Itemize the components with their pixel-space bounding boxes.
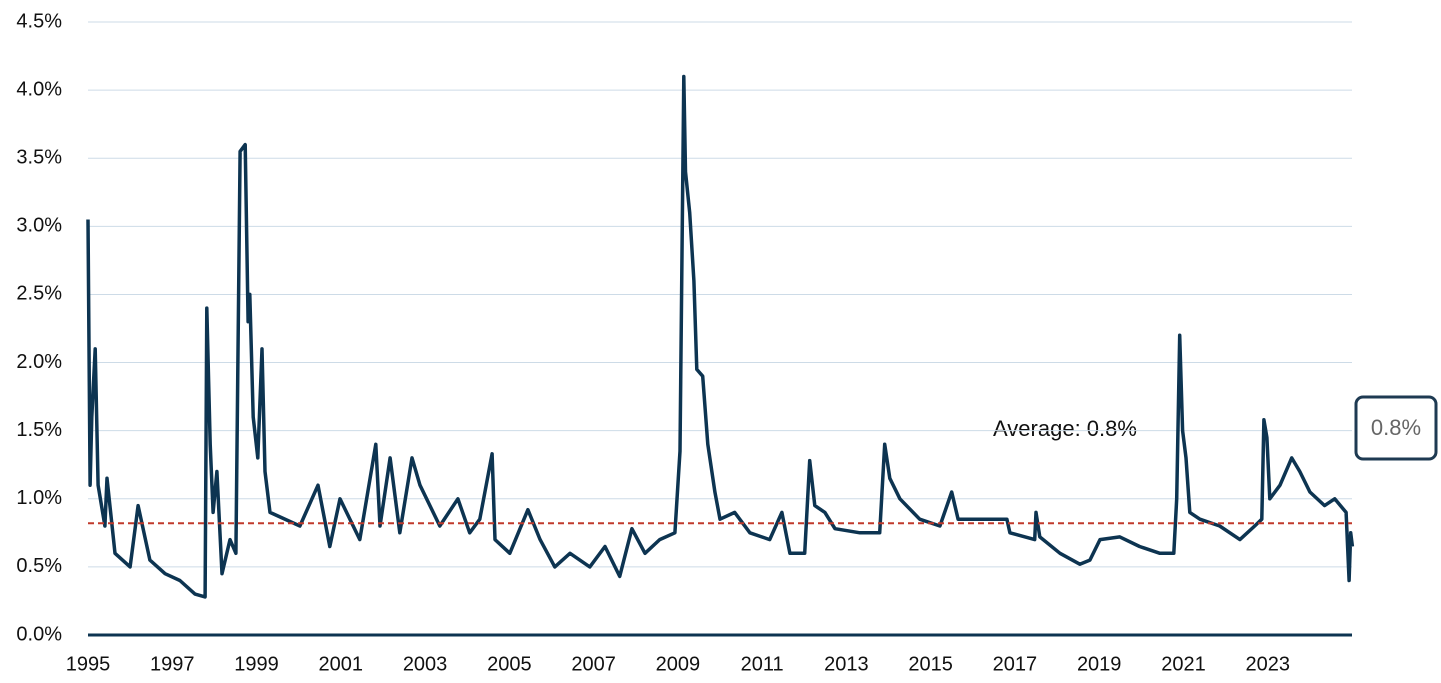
x-tick-label: 2013 xyxy=(824,653,869,675)
x-tick-label: 1999 xyxy=(234,653,279,675)
x-tick-label: 2019 xyxy=(1077,653,1122,675)
x-tick-label: 1997 xyxy=(150,653,195,675)
y-tick-label: 1.5% xyxy=(16,419,62,441)
end-label: 0.8% xyxy=(1371,415,1421,440)
y-tick-label: 4.0% xyxy=(16,78,62,100)
x-tick-label: 2021 xyxy=(1161,653,1206,675)
y-tick-label: 2.5% xyxy=(16,283,62,305)
x-tick-label: 2007 xyxy=(571,653,616,675)
x-tick-label: 1995 xyxy=(66,653,111,675)
y-tick-label: 3.0% xyxy=(16,215,62,237)
average-annotation: Average: 0.8% xyxy=(993,416,1137,441)
y-tick-label: 1.0% xyxy=(16,487,62,509)
x-tick-label: 2003 xyxy=(403,653,448,675)
end-label-box xyxy=(1354,395,1438,461)
x-tick-label: 2023 xyxy=(1245,653,1290,675)
x-tick-label: 2015 xyxy=(908,653,953,675)
y-tick-label: 3.5% xyxy=(16,147,62,169)
x-tick-label: 2011 xyxy=(741,653,784,675)
y-tick-label: 4.5% xyxy=(16,10,62,32)
x-tick-label: 2001 xyxy=(319,653,364,675)
y-tick-label: 0.0% xyxy=(16,623,62,645)
x-tick-label: 2009 xyxy=(656,653,701,675)
data-line xyxy=(86,74,1355,599)
y-tick-label: 0.5% xyxy=(16,555,62,577)
y-tick-label: 2.0% xyxy=(16,351,62,373)
x-tick-label: 2005 xyxy=(487,653,532,675)
x-tick-label: 2017 xyxy=(993,653,1038,675)
